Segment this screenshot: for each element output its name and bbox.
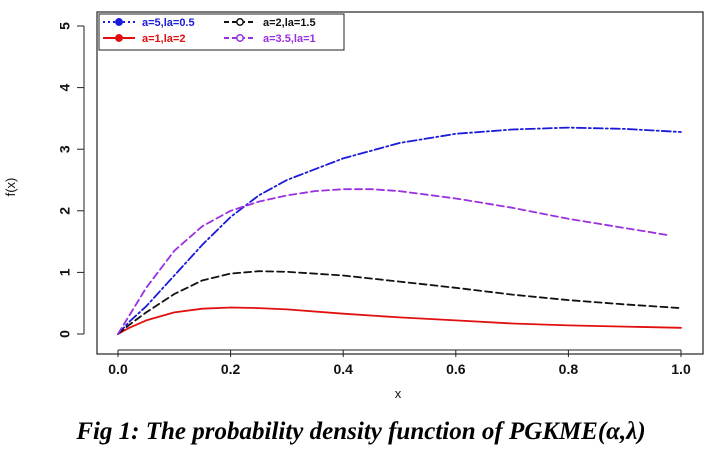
x-tick-label: 1.0 (671, 361, 691, 377)
y-axis-title: f(x) (3, 178, 18, 197)
y-tick-label: 4 (57, 83, 73, 91)
series-group (117, 126, 682, 335)
y-tick-label: 1 (57, 268, 73, 276)
x-tick-label: 0.2 (221, 361, 241, 377)
y-ticks: 0 1 2 3 4 5 (57, 22, 84, 338)
legend-label-3: a=2,la=1.5 (263, 17, 316, 29)
legend-marker-4 (236, 34, 244, 42)
legend: a=5,la=0.5 a=1,la=2 a=2,la=1.5 a=3.5,la=1 (98, 13, 345, 51)
x-tick-label: 0.6 (446, 361, 466, 377)
figure-caption: Fig 1: The probability density function … (76, 418, 646, 445)
legend-items: a=5,la=0.5 a=1,la=2 a=2,la=1.5 a=3.5,la=1 (103, 17, 316, 45)
legend-label-2: a=1,la=2 (142, 33, 185, 45)
x-tick-label: 0.0 (108, 361, 128, 377)
x-tick-label: 0.4 (333, 361, 353, 377)
series-line-1 (117, 126, 682, 335)
series-line-3 (117, 270, 682, 335)
legend-label-1: a=5,la=0.5 (142, 17, 195, 29)
y-tick-label: 3 (57, 145, 73, 153)
legend-marker-2 (115, 34, 123, 42)
plot-frame (96, 11, 704, 355)
y-tick-label: 5 (57, 22, 73, 30)
x-ticks: 0.0 0.2 0.4 0.6 0.8 1.0 (108, 350, 691, 377)
legend-label-4: a=3.5,la=1 (263, 33, 316, 45)
y-tick-label: 2 (57, 207, 73, 215)
series-line-4 (117, 188, 671, 335)
y-tick-label: 0 (57, 330, 73, 338)
legend-marker-1 (115, 18, 123, 26)
x-axis-title: x (395, 386, 402, 401)
legend-box (98, 13, 345, 51)
pdf-line-chart: 0 1 2 3 4 5 0.0 0.2 0.4 0.6 0.8 1.0 f(x) x a=5,la=… (3, 11, 704, 401)
legend-marker-3 (236, 18, 244, 26)
x-tick-label: 0.8 (559, 361, 579, 377)
series-line-2 (117, 306, 682, 335)
